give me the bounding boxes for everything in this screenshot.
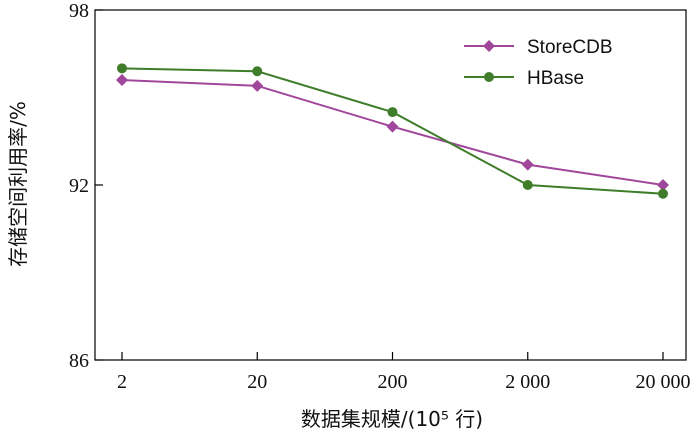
legend-hbase-label: HBase [527,68,584,89]
legend-hbase-marker [484,72,494,82]
x-axis-title: 数据集规模/(10⁵ 行) [301,407,483,431]
hbase-point [117,63,127,74]
legend-storecdb-marker [483,40,495,52]
hbase-point [252,66,263,77]
series-layer [116,63,669,199]
y-tick-label: 86 [69,350,89,372]
x-tick-label: 2 [117,371,127,393]
hbase-point [387,107,398,118]
y-axis-title: 存储空间利用率/% [6,101,30,267]
storecdb-point [116,74,128,86]
legend: StoreCDB HBase [464,37,613,89]
y-tick-label: 98 [69,0,89,22]
x-tick-label: 200 [378,371,408,393]
axes: 2 20 200 2 000 20 000 86 92 98 [69,0,691,393]
hbase-point [522,180,533,190]
y-tick-label: 92 [69,175,89,197]
hbase-point [658,188,668,199]
storecdb-point [386,120,399,133]
x-tick-label: 2 000 [505,371,550,393]
x-tick-label: 20 [247,371,267,393]
storecdb-point [521,158,534,171]
storecdb-point [657,179,669,191]
storecdb-point [251,79,264,92]
x-tick-label: 20 000 [636,371,691,393]
plot-frame [94,9,687,361]
legend-storecdb-label: StoreCDB [527,37,613,58]
